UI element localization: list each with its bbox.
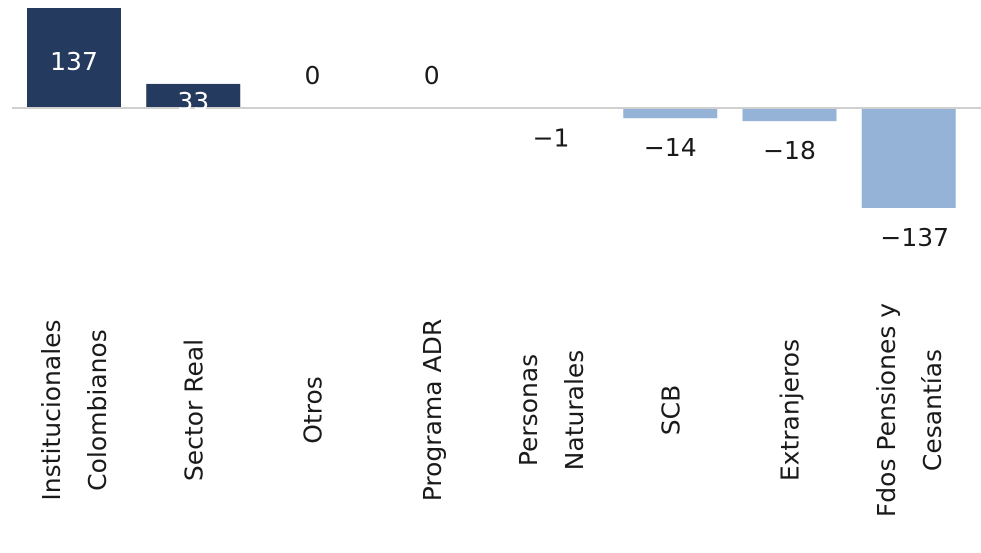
bar-value-label: −14: [644, 133, 697, 162]
bar-value-label: −1: [533, 124, 570, 153]
category-label: Extranjeros: [776, 339, 805, 481]
category-label: Sector Real: [179, 339, 208, 481]
value-labels-layer: 137 33 0 0 −1 −14 −18 −137: [50, 47, 949, 252]
bar-value-label: 0: [305, 61, 321, 90]
bar-value-label: −137: [880, 223, 949, 252]
category-label-line: Extranjeros: [776, 339, 805, 481]
category-label-line: SCB: [656, 385, 685, 435]
bars-layer: [27, 8, 956, 208]
category-label: Programa ADR: [418, 319, 447, 501]
category-label-line: Colombianos: [83, 329, 112, 491]
category-labels-layer: Institucionales Colombianos Sector Real Otr…: [37, 303, 947, 517]
category-label-line: Naturales: [560, 350, 589, 471]
bar: [27, 8, 121, 108]
category-label-line: Cesantías: [918, 349, 947, 471]
bar-value-label: −18: [763, 136, 816, 165]
category-label-line: Personas: [514, 354, 543, 466]
bar: [146, 83, 241, 108]
category-label: Institucionales Colombianos: [37, 319, 112, 500]
bar-value-label: 137: [50, 47, 98, 76]
bar-value-label: 33: [177, 87, 209, 116]
category-label: SCB: [656, 385, 685, 435]
category-label-line: Programa ADR: [418, 319, 447, 501]
category-label-line: Sector Real: [179, 339, 208, 481]
category-label-line: Fdos Pensiones y: [872, 303, 901, 517]
category-label-line: Otros: [299, 376, 328, 444]
category-label-line: Institucionales: [37, 319, 66, 500]
bar: [623, 108, 718, 119]
category-label: Otros: [299, 376, 328, 444]
bar: [861, 108, 956, 208]
category-label: Personas Naturales: [514, 350, 589, 471]
category-label: Fdos Pensiones y Cesantías: [872, 303, 947, 517]
bar: [742, 108, 837, 122]
bar-value-label: 0: [424, 61, 440, 90]
